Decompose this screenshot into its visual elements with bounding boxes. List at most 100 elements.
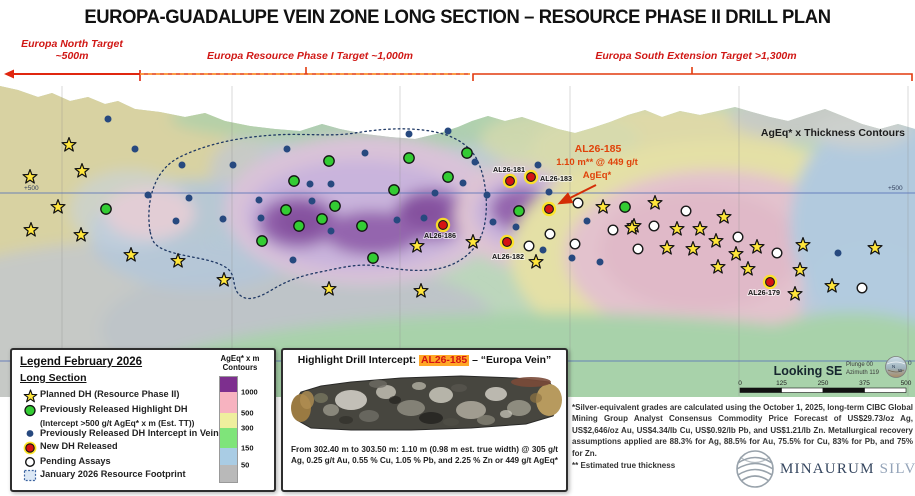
vein-intercept-marker (104, 115, 112, 123)
highlight-dh-marker (356, 220, 368, 232)
company-logo: MINAURUM SILVER INC (734, 448, 915, 490)
vein-intercept-marker (255, 196, 263, 204)
pending-assay-marker (680, 205, 692, 217)
vein-intercept-marker (229, 161, 237, 169)
highlight-dh-marker (316, 213, 328, 225)
highlight-dh-marker (323, 155, 335, 167)
planned-dh-marker (216, 272, 232, 287)
planned-dh-marker (659, 240, 675, 255)
legend-title: Legend February 2026 (20, 356, 143, 368)
drill-hole-label: AL26-179 (748, 288, 780, 297)
planned-dh-marker (685, 241, 701, 256)
contour-scale-segment (220, 413, 237, 428)
legend-item-planned-dh: Planned DH (Resource Phase II) (20, 389, 266, 403)
vein-intercept-marker (131, 145, 139, 153)
highlight-title-suffix: – “Europa Vein” (469, 355, 552, 366)
annotation-al26-185: AL26-185 1.10 m** @ 449 g/t AgEq* (556, 143, 639, 205)
vein-intercept-marker (489, 218, 497, 226)
highlight-intercept-panel: Highlight Drill Intercept: AL26-185 – “E… (281, 348, 568, 492)
drill-hole-label: AL26-182 (492, 252, 524, 261)
blue-dot-icon (20, 428, 40, 439)
highlight-dh-marker (293, 220, 305, 232)
highlight-dh-marker (256, 235, 268, 247)
contour-scale-segment (220, 377, 237, 392)
legend-item-new-dh: New DH Released (20, 441, 266, 455)
pending-assay-marker (523, 240, 535, 252)
planned-dh-marker (321, 281, 337, 296)
elevation-label-left-500: +500 (24, 185, 39, 192)
highlight-dh-marker (461, 147, 473, 159)
planned-dh-marker (22, 169, 38, 184)
page-title: EUROPA-GUADALUPE VEIN ZONE LONG SECTION … (84, 7, 831, 28)
planned-dh-marker (647, 195, 663, 210)
contour-scale-label: 1000 (241, 387, 258, 397)
highlight-dh-marker (442, 171, 454, 183)
vein-intercept-marker (178, 161, 186, 169)
elevation-label-right-0: 0 (908, 360, 912, 367)
pending-assay-marker (856, 282, 868, 294)
pending-assay-marker (572, 197, 584, 209)
drill-hole-label: AL26-186 (424, 231, 456, 240)
scale-bar: 0 125 250 375 500 (738, 380, 912, 393)
annotation-line3: AgEq* (583, 170, 612, 181)
contour-scale-segment (220, 448, 237, 465)
new-dh-marker (544, 204, 554, 214)
vein-intercept-marker (568, 254, 576, 262)
footnote-true-thickness: ** Estimated true thickness (572, 461, 676, 471)
target-label-phase1: Europa Resource Phase I Target ~1,000m (207, 50, 413, 62)
planned-dh-marker (824, 278, 840, 293)
scale-bar-tick: 0 (738, 380, 742, 387)
footnote-silver-equivalent: *Silver-equivalent grades are calculated… (572, 403, 913, 458)
vein-intercept-marker (257, 214, 265, 222)
view-orientation: Looking SE Plunge 00 Azimuth 119 N W (774, 356, 907, 378)
vein-intercept-marker (405, 130, 413, 138)
svg-text:N: N (892, 364, 895, 369)
vein-intercept-marker (534, 161, 542, 169)
target-brackets (4, 67, 913, 81)
planned-dh-marker (595, 199, 611, 214)
contour-scale-segment (220, 465, 237, 482)
core-photo (291, 370, 562, 441)
vein-intercept-marker (596, 258, 604, 266)
pending-assay-marker (771, 247, 783, 259)
planned-dh-marker (716, 209, 732, 224)
highlight-title-hole-id: AL26-185 (419, 355, 470, 366)
contour-scale-title2: Contours (222, 363, 258, 372)
elevation-label-right-500: +500 (888, 185, 903, 192)
planned-dh-marker (867, 240, 883, 255)
highlight-dh-marker (388, 184, 400, 196)
vein-intercept-marker (144, 191, 152, 199)
new-dh-marker (502, 237, 512, 247)
contour-scale-label: 300 (241, 423, 254, 433)
pending-assay-marker (607, 224, 619, 236)
resource-footprint-outline (148, 128, 487, 300)
contour-scale-title1: AgEq* x m (220, 354, 260, 363)
planned-dh-marker (23, 222, 39, 237)
vein-intercept-marker (308, 197, 316, 205)
pending-assay-marker (648, 220, 660, 232)
vein-intercept-marker (444, 127, 452, 135)
planned-dh-marker (74, 163, 90, 178)
planned-dh-marker (749, 239, 765, 254)
highlight-dh-marker (100, 203, 112, 215)
vein-intercept-marker (431, 189, 439, 197)
target-label-south: Europa South Extension Target >1,300m (595, 50, 797, 62)
highlight-dh-marker (280, 204, 292, 216)
vein-intercept-marker (545, 188, 553, 196)
highlight-description: From 302.40 m to 303.50 m: 1.10 m (0.98 … (291, 445, 558, 465)
contour-scale-bar: 1000 500 300 150 50 (219, 376, 258, 483)
vein-intercept-marker (483, 191, 491, 199)
drill-hole-markers: AL26-181 AL26-183 AL26-186 AL26-182 AL26-179 (22, 115, 883, 301)
looking-se-label: Looking SE (774, 364, 843, 378)
svg-text:W: W (898, 368, 903, 373)
legend-item-resource-footprint: January 2026 Resource Footprint (20, 469, 266, 482)
vein-intercept-marker (361, 149, 369, 157)
scale-bar-tick: 500 (901, 380, 912, 387)
planned-dh-marker (50, 199, 66, 214)
vein-intercept-marker (459, 179, 467, 187)
vein-intercept-marker (471, 158, 479, 166)
white-circle-icon (20, 456, 40, 468)
highlight-dh-marker (513, 205, 525, 217)
vein-intercept-marker (327, 180, 335, 188)
vein-intercept-marker (289, 256, 297, 264)
